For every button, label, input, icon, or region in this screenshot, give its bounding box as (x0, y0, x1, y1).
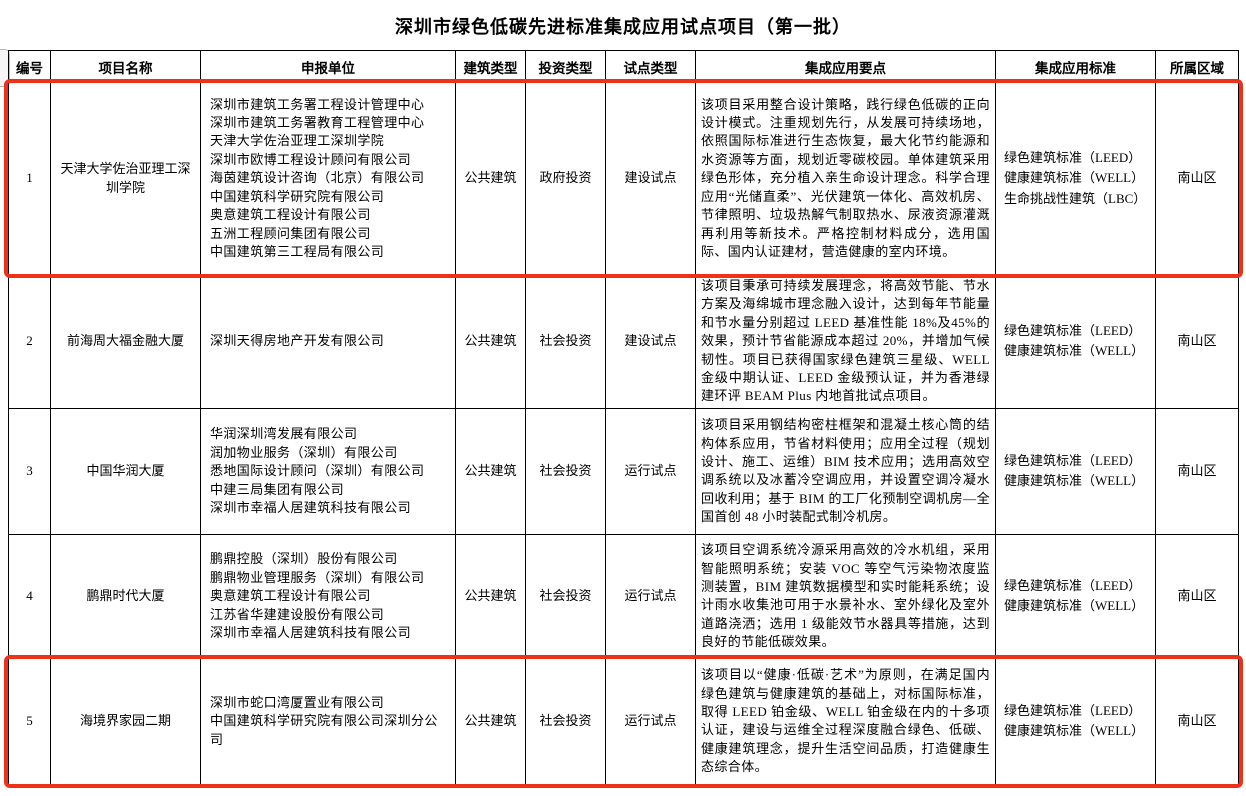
projects-table-wrap: 编号 项目名称 申报单位 建筑类型 投资类型 试点类型 集成应用要点 集成应用标准 所属区域 1… (4, 50, 1243, 788)
cell-line: 绿色建筑标准（LEED） (1004, 149, 1142, 165)
cell-units: 深圳市蛇口湾厦置业有限公司中国建筑科学研究院有限公司深圳分公司 (200, 657, 456, 785)
cell-line: 海茵建筑设计咨询（北京）有限公司 (210, 170, 425, 186)
cell-no: 5 (8, 657, 51, 785)
cell-line: 深圳市建筑工务署工程设计管理中心 (210, 96, 425, 112)
cell-key_points: 该项目秉承可持续发展理念，将高效节能、节水方案及海绵城市理念融入设计，达到每年节… (695, 274, 996, 409)
cell-building_type: 公共建筑 (455, 274, 526, 409)
cell-name: 海境界家园二期 (50, 657, 201, 785)
col-header-pilot_type: 试点类型 (605, 50, 696, 83)
cell-name: 中国华润大厦 (50, 407, 201, 535)
cell-line: 五洲工程顾问集团有限公司 (210, 225, 371, 241)
cell-standards: 绿色建筑标准（LEED） 健康建筑标准（WELL） 生命挑战性建筑（LBC） (995, 82, 1156, 275)
table-row: 5 海境界家园二期 深圳市蛇口湾厦置业有限公司中国建筑科学研究院有限公司深圳分公司公… (8, 657, 1239, 785)
cell-standards: 绿色建筑标准（LEED） 健康建筑标准（WELL） (995, 657, 1156, 785)
cell-region: 南山区 (1155, 82, 1239, 275)
cell-line: 深圳市幸福人居建筑科技有限公司 (210, 499, 412, 515)
cell-region: 南山区 (1155, 533, 1239, 659)
cell-line: 深圳天得房地产开发有限公司 (210, 333, 385, 349)
cell-line: 润加物业服务（深圳）有限公司 (210, 444, 398, 460)
cell-line: 鹏鼎物业管理服务（深圳）有限公司 (210, 569, 425, 585)
cell-line: 江苏省华建建设股份有限公司 (210, 606, 385, 622)
cell-line: 健康建筑标准（WELL） (1004, 170, 1145, 186)
cell-investment_type: 社会投资 (525, 274, 606, 409)
cell-pilot_type: 运行试点 (605, 407, 696, 535)
col-header-standards: 集成应用标准 (995, 50, 1156, 83)
cell-line: 绿色建筑标准（LEED） (1004, 577, 1142, 593)
cell-line: 华润深圳湾发展有限公司 (210, 426, 358, 442)
cell-no: 3 (8, 407, 51, 535)
cell-pilot_type: 运行试点 (605, 657, 696, 785)
cell-name: 鹏鼎时代大厦 (50, 533, 201, 659)
cell-building_type: 公共建筑 (455, 82, 526, 275)
cell-line: 鹏鼎控股（深圳）股份有限公司 (210, 551, 398, 567)
cell-line: 健康建筑标准（WELL） (1004, 473, 1145, 489)
cell-line: 绿色建筑标准（LEED） (1004, 702, 1142, 718)
cell-line: 深圳市蛇口湾厦置业有限公司 (210, 694, 385, 710)
table-row: 1 天津大学佐治亚理工深圳学院 深圳市建筑工务署工程设计管理中心 深圳市建筑工务署教育… (8, 82, 1239, 275)
cell-units: 鹏鼎控股（深圳）股份有限公司鹏鼎物业管理服务（深圳）有限公司 奥意建筑工程设计有限… (200, 533, 456, 659)
cell-units: 深圳市建筑工务署工程设计管理中心 深圳市建筑工务署教育工程管理中心 天津大学佐治亚理… (200, 82, 456, 275)
cell-line: 健康建筑标准（WELL） (1004, 343, 1145, 359)
cell-line: 健康建筑标准（WELL） (1004, 723, 1145, 739)
table-header-row: 编号 项目名称 申报单位 建筑类型 投资类型 试点类型 集成应用要点 集成应用标准 所属区域 (8, 50, 1239, 83)
cell-pilot_type: 建设试点 (605, 274, 696, 409)
cell-no: 4 (8, 533, 51, 659)
cell-building_type: 公共建筑 (455, 407, 526, 535)
cell-standards: 绿色建筑标准（LEED） 健康建筑标准（WELL） (995, 407, 1156, 535)
cell-building_type: 公共建筑 (455, 657, 526, 785)
cell-line: 绿色建筑标准（LEED） (1004, 452, 1142, 468)
cell-standards: 绿色建筑标准（LEED） 健康建筑标准（WELL） (995, 533, 1156, 659)
cell-line: 奥意建筑工程设计有限公司 (210, 207, 371, 223)
page-title: 深圳市绿色低碳先进标准集成应用试点项目（第一批） (395, 17, 851, 37)
col-header-key_points: 集成应用要点 (695, 50, 996, 83)
cell-investment_type: 社会投资 (525, 657, 606, 785)
projects-table: 编号 项目名称 申报单位 建筑类型 投资类型 试点类型 集成应用要点 集成应用标准 所属区域 1… (8, 50, 1239, 785)
cell-line: 中国建筑第三工程局有限公司 (210, 243, 385, 259)
cell-key_points: 该项目采用整合设计策略，践行绿色低碳的正向设计模式。注重规划先行，从发展可持续场… (695, 82, 996, 275)
cell-line: 深圳市欧博工程设计顾问有限公司 (210, 151, 412, 167)
cell-line: 悉地国际设计顾问（深圳）有限公司 (210, 463, 425, 479)
cell-name: 天津大学佐治亚理工深圳学院 (50, 82, 201, 275)
cell-name: 前海周大福金融大厦 (50, 274, 201, 409)
cell-units: 深圳天得房地产开发有限公司 (200, 274, 456, 409)
cell-no: 1 (8, 82, 51, 275)
table-row: 3 中国华润大厦 华润深圳湾发展有限公司润加物业服务（深圳）有限公司悉地国际设计顾问… (8, 407, 1239, 535)
cell-key_points: 该项目以“健康·低碳·艺术”为原则，在满足国内绿色建筑与健康建筑的基础上，对标国… (695, 657, 996, 785)
cell-region: 南山区 (1155, 407, 1239, 535)
table-row: 4 鹏鼎时代大厦 鹏鼎控股（深圳）股份有限公司鹏鼎物业管理服务（深圳）有限公司 奥意建… (8, 533, 1239, 659)
cell-units: 华润深圳湾发展有限公司润加物业服务（深圳）有限公司悉地国际设计顾问（深圳）有限公… (200, 407, 456, 535)
cell-pilot_type: 运行试点 (605, 533, 696, 659)
cell-investment_type: 社会投资 (525, 407, 606, 535)
table-row: 2 前海周大福金融大厦 深圳天得房地产开发有限公司 公共建筑 社会投资 建设试点 该项目秉承… (8, 274, 1239, 409)
cell-line: 奥意建筑工程设计有限公司 (210, 588, 371, 604)
cell-line: 天津大学佐治亚理工深圳学院 (210, 133, 385, 149)
col-header-building_type: 建筑类型 (455, 50, 526, 83)
cell-key_points: 该项目空调系统冷源采用高效的冷水机组，采用智能照明系统；安装 VOC 等空气污染… (695, 533, 996, 659)
col-header-no: 编号 (8, 50, 51, 83)
cell-key_points: 该项目采用钢结构密柱框架和混凝土核心筒的结构体系应用，节省材料使用；应用全过程（… (695, 407, 996, 535)
cell-investment_type: 政府投资 (525, 82, 606, 275)
cell-line: 深圳市幸福人居建筑科技有限公司 (210, 624, 412, 640)
cell-standards: 绿色建筑标准（LEED） 健康建筑标准（WELL） (995, 274, 1156, 409)
cell-pilot_type: 建设试点 (605, 82, 696, 275)
cell-line: 生命挑战性建筑（LBC） (1004, 190, 1147, 206)
cell-no: 2 (8, 274, 51, 409)
cell-line: 健康建筑标准（WELL） (1004, 598, 1145, 614)
cell-line: 中建三局集团有限公司 (210, 481, 345, 497)
cell-region: 南山区 (1155, 274, 1239, 409)
col-header-region: 所属区域 (1155, 50, 1239, 83)
col-header-investment_type: 投资类型 (525, 50, 606, 83)
cell-line: 中国建筑科学研究院有限公司深圳分公司 (210, 713, 438, 747)
cell-line: 中国建筑科学研究院有限公司 (210, 188, 385, 204)
cell-investment_type: 社会投资 (525, 533, 606, 659)
cell-region: 南山区 (1155, 657, 1239, 785)
col-header-units: 申报单位 (200, 50, 456, 83)
cell-building_type: 公共建筑 (455, 533, 526, 659)
cell-line: 绿色建筑标准（LEED） (1004, 322, 1142, 338)
cell-line: 深圳市建筑工务署教育工程管理中心 (210, 115, 425, 131)
col-header-name: 项目名称 (50, 50, 201, 83)
